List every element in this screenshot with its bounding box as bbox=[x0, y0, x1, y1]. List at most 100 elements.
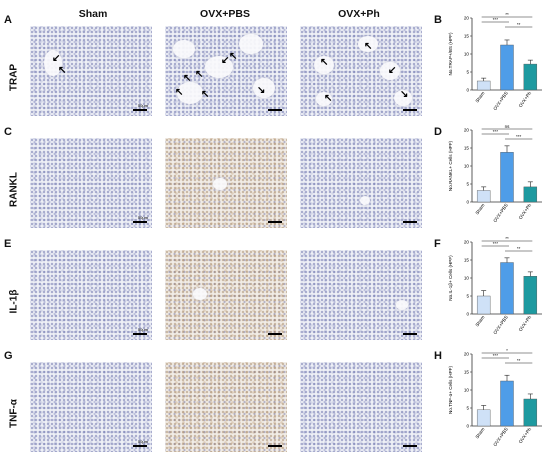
scale-bar bbox=[268, 109, 282, 111]
micrograph-trap-ovx-ph: ↖ ↖ ↙ ↖ ↘ bbox=[300, 26, 422, 116]
arrow-marker: ↘ bbox=[257, 85, 266, 96]
panel-letter-d: D bbox=[434, 126, 442, 138]
bar-sham bbox=[476, 190, 491, 203]
y-tick-label: 15 bbox=[464, 258, 470, 263]
scale-bar bbox=[268, 445, 282, 447]
significance-label: ** bbox=[517, 246, 521, 251]
arrow-marker: ↖ bbox=[229, 51, 238, 62]
micrograph-tnf-a-sham: 50μm bbox=[30, 362, 152, 452]
y-axis-label: No.TNF-α+ Cells (HPF) bbox=[448, 366, 453, 414]
y-tick-label: 20 bbox=[464, 128, 470, 133]
arrow-marker: ↖ bbox=[201, 89, 210, 100]
micrograph-trap-ovx-pbs: ↙ ↖ ↖ ↖ ↖ ↖ ↘ bbox=[165, 26, 287, 116]
y-tick-label: 15 bbox=[464, 370, 470, 375]
x-tick-label: OVX+PBS bbox=[492, 315, 508, 336]
scale-bar bbox=[268, 333, 282, 335]
x-tick-label: OVX+Ph bbox=[518, 90, 533, 108]
scale-bar-label: 50μm bbox=[137, 103, 148, 108]
bar-ovx-pbs bbox=[500, 380, 514, 427]
bar-ovx-ph bbox=[523, 186, 538, 203]
y-axis-label: No.IL-1β+ Cells (HPF) bbox=[448, 255, 453, 301]
y-tick-label: 20 bbox=[464, 240, 470, 245]
column-header-ovx-pbs: OVX+PBS bbox=[200, 8, 250, 20]
lacuna bbox=[44, 50, 62, 76]
micrograph-tnf-a-ovx-pbs bbox=[165, 362, 287, 452]
scale-bar bbox=[403, 445, 417, 447]
lacuna bbox=[253, 78, 275, 98]
chart-svg: No.TNF-α+ Cells (HPF) 0 5 10 15 20 Sham OVX+PBS… bbox=[448, 348, 542, 448]
lacuna bbox=[177, 82, 203, 104]
chart-svg: No.TRAP+/BS (HPF) 0 5 10 15 20 Sham OVX+PBS OVX+… bbox=[448, 12, 542, 112]
chart-trap: No.TRAP+/BS (HPF) 0 5 10 15 20 Sham OVX+PBS OVX+… bbox=[446, 10, 550, 122]
micrograph-il-1b-ovx-pbs bbox=[165, 250, 287, 340]
bar-ovx-ph bbox=[523, 398, 538, 427]
x-tick-label: Sham bbox=[474, 203, 485, 216]
bar-sham bbox=[476, 80, 491, 91]
row-label-tnf-a: TNF-α bbox=[8, 399, 20, 428]
arrow-marker: ↙ bbox=[388, 65, 397, 76]
bar-sham bbox=[476, 409, 491, 427]
arrow-marker: ↘ bbox=[400, 89, 409, 100]
x-tick-label: Sham bbox=[474, 315, 485, 328]
x-tick-label: OVX+PBS bbox=[492, 427, 508, 448]
panel-letter-e: E bbox=[4, 238, 12, 250]
micrograph-trap-sham: ↙ ↖ 50μm bbox=[30, 26, 152, 116]
arrow-marker: ↖ bbox=[324, 93, 333, 104]
chart-rankl: No.RANKL+ Cells (HPF) 0 5 10 15 20 Sham OVX+PBS… bbox=[446, 122, 550, 234]
scale-bar-label: 50μm bbox=[137, 439, 148, 444]
chart-il-1b: No.IL-1β+ Cells (HPF) 0 5 10 15 20 Sham OVX+PBS… bbox=[446, 234, 550, 346]
bar-ovx-ph bbox=[523, 276, 538, 315]
y-tick-label: 0 bbox=[466, 424, 469, 429]
arrow-marker: ↖ bbox=[320, 57, 329, 68]
panel-letter-h: H bbox=[434, 350, 442, 362]
row-label-rankl: RANKL bbox=[8, 172, 20, 207]
scale-bar bbox=[133, 333, 147, 335]
significance-label: *** bbox=[493, 353, 499, 358]
significance-label: ** bbox=[517, 22, 521, 27]
y-tick-label: 5 bbox=[466, 406, 469, 411]
arrow-marker: ↖ bbox=[195, 69, 204, 80]
column-header-ovx-ph: OVX+Ph bbox=[338, 8, 380, 20]
scale-bar bbox=[133, 221, 147, 223]
lacuna bbox=[213, 178, 227, 190]
lacuna bbox=[205, 56, 233, 78]
bar-ovx-pbs bbox=[500, 262, 514, 315]
y-tick-label: 5 bbox=[466, 182, 469, 187]
micrograph-rankl-sham: 50μm bbox=[30, 138, 152, 228]
y-tick-label: 10 bbox=[464, 276, 470, 281]
y-tick-label: 15 bbox=[464, 146, 470, 151]
significance-label: ns bbox=[505, 124, 511, 129]
panel-letter-a: A bbox=[4, 14, 12, 26]
y-axis-label: No.RANKL+ Cells (HPF) bbox=[448, 140, 453, 191]
x-tick-label: OVX+Ph bbox=[518, 426, 533, 444]
bar-ovx-ph bbox=[523, 63, 538, 91]
arrow-marker: ↙ bbox=[52, 53, 61, 64]
panel-letter-f: F bbox=[434, 238, 441, 250]
x-tick-label: Sham bbox=[474, 427, 485, 440]
y-tick-label: 5 bbox=[466, 294, 469, 299]
x-tick-label: OVX+PBS bbox=[492, 91, 508, 112]
y-tick-label: 0 bbox=[466, 312, 469, 317]
y-tick-label: 0 bbox=[466, 200, 469, 205]
lacuna bbox=[193, 288, 207, 300]
lacuna bbox=[380, 62, 400, 80]
bar-ovx-pbs bbox=[500, 44, 514, 91]
y-tick-label: 15 bbox=[464, 34, 470, 39]
significance-label: ** bbox=[505, 236, 509, 241]
x-tick-label: OVX+Ph bbox=[518, 202, 533, 220]
scale-bar bbox=[403, 221, 417, 223]
arrow-marker: ↖ bbox=[58, 65, 67, 76]
panel-letter-b: B bbox=[434, 14, 442, 26]
column-header-sham: Sham bbox=[78, 8, 108, 20]
y-tick-label: 20 bbox=[464, 352, 470, 357]
lacuna bbox=[394, 90, 412, 106]
micrograph-rankl-ovx-ph bbox=[300, 138, 422, 228]
row-label-il-1b: IL-1β bbox=[8, 289, 20, 314]
panel-letter-c: C bbox=[4, 126, 12, 138]
scale-bar-label: 50μm bbox=[137, 327, 148, 332]
significance-label: *** bbox=[493, 129, 499, 134]
lacuna bbox=[360, 196, 370, 205]
panel-letter-g: G bbox=[4, 350, 13, 362]
significance-label: * bbox=[506, 348, 508, 353]
significance-label: ** bbox=[505, 12, 509, 17]
